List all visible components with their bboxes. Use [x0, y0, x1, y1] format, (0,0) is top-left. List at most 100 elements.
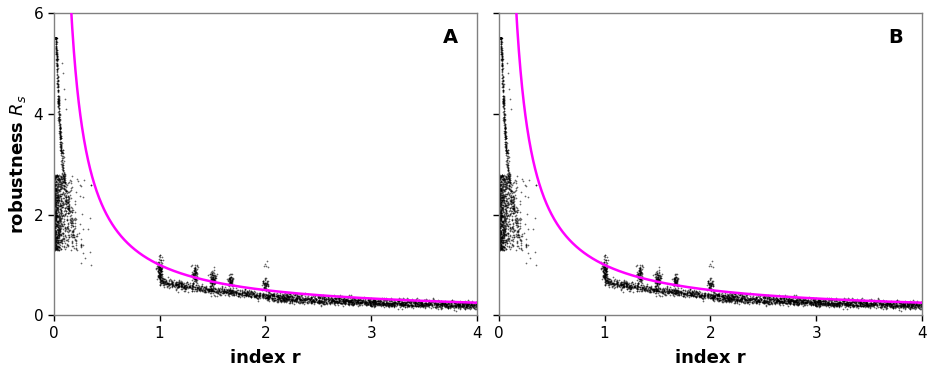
Point: [682, 292, 697, 298]
Point: [796, 297, 811, 303]
Point: [150, 264, 165, 270]
Point: [417, 303, 432, 309]
Point: [221, 287, 236, 293]
Point: [825, 301, 840, 307]
Point: [204, 279, 219, 285]
Point: [809, 300, 824, 306]
Point: [774, 298, 789, 304]
Point: [153, 272, 168, 278]
Point: [767, 301, 782, 307]
Point: [884, 304, 899, 310]
Point: [420, 297, 435, 303]
Point: [52, 187, 67, 193]
Point: [206, 292, 221, 298]
Point: [669, 287, 684, 293]
Point: [498, 206, 513, 212]
Point: [306, 300, 321, 306]
Point: [70, 233, 85, 239]
Point: [727, 291, 742, 297]
Point: [61, 199, 76, 205]
Point: [500, 243, 515, 249]
Point: [53, 181, 68, 187]
Point: [161, 281, 176, 287]
Point: [497, 200, 512, 206]
Point: [493, 35, 508, 41]
Point: [54, 145, 69, 151]
Point: [254, 292, 269, 298]
Point: [686, 292, 701, 298]
Point: [784, 300, 799, 306]
Point: [436, 299, 451, 305]
Point: [194, 286, 209, 292]
Point: [231, 291, 246, 297]
Point: [610, 283, 625, 289]
Point: [796, 299, 811, 305]
Point: [506, 206, 521, 212]
Point: [501, 150, 516, 156]
Point: [50, 220, 65, 226]
Point: [50, 182, 65, 188]
Point: [669, 288, 684, 294]
Point: [373, 297, 388, 303]
Point: [50, 58, 64, 64]
Point: [847, 300, 862, 306]
Point: [188, 275, 203, 281]
Point: [431, 301, 446, 307]
Point: [494, 45, 509, 51]
Point: [493, 228, 508, 234]
Point: [720, 295, 735, 301]
Point: [188, 268, 203, 274]
Point: [597, 267, 612, 273]
Point: [335, 303, 350, 309]
Point: [648, 287, 663, 293]
Point: [509, 212, 524, 218]
Point: [601, 280, 616, 286]
Point: [854, 303, 869, 309]
Point: [52, 203, 67, 209]
Point: [64, 204, 78, 210]
Point: [769, 295, 784, 301]
Point: [158, 281, 173, 287]
Point: [693, 293, 708, 299]
Point: [500, 150, 515, 156]
Point: [359, 301, 374, 307]
Point: [398, 302, 413, 308]
Point: [812, 299, 827, 305]
Point: [186, 270, 201, 276]
Point: [58, 180, 73, 186]
Point: [770, 296, 785, 302]
Point: [50, 82, 65, 88]
Point: [494, 219, 509, 225]
Point: [361, 300, 375, 306]
Point: [745, 296, 760, 302]
Point: [50, 230, 65, 236]
Point: [50, 202, 65, 208]
Point: [166, 282, 181, 288]
Point: [494, 63, 509, 69]
Point: [763, 301, 778, 307]
Point: [49, 218, 64, 224]
Point: [503, 188, 518, 194]
Point: [232, 291, 247, 297]
Point: [646, 288, 661, 294]
Point: [900, 302, 915, 308]
Point: [50, 76, 64, 82]
Point: [233, 290, 248, 296]
Point: [634, 263, 649, 269]
Point: [48, 213, 63, 219]
Point: [652, 280, 667, 286]
Point: [761, 298, 776, 304]
Point: [626, 289, 641, 295]
Point: [229, 288, 244, 294]
Point: [438, 302, 453, 308]
Point: [391, 300, 406, 306]
Point: [460, 303, 474, 309]
Point: [420, 300, 435, 306]
Point: [851, 300, 866, 306]
Point: [317, 301, 332, 307]
Point: [492, 35, 507, 41]
Point: [492, 236, 507, 242]
Point: [379, 302, 394, 308]
Point: [397, 297, 412, 303]
Point: [706, 288, 721, 294]
